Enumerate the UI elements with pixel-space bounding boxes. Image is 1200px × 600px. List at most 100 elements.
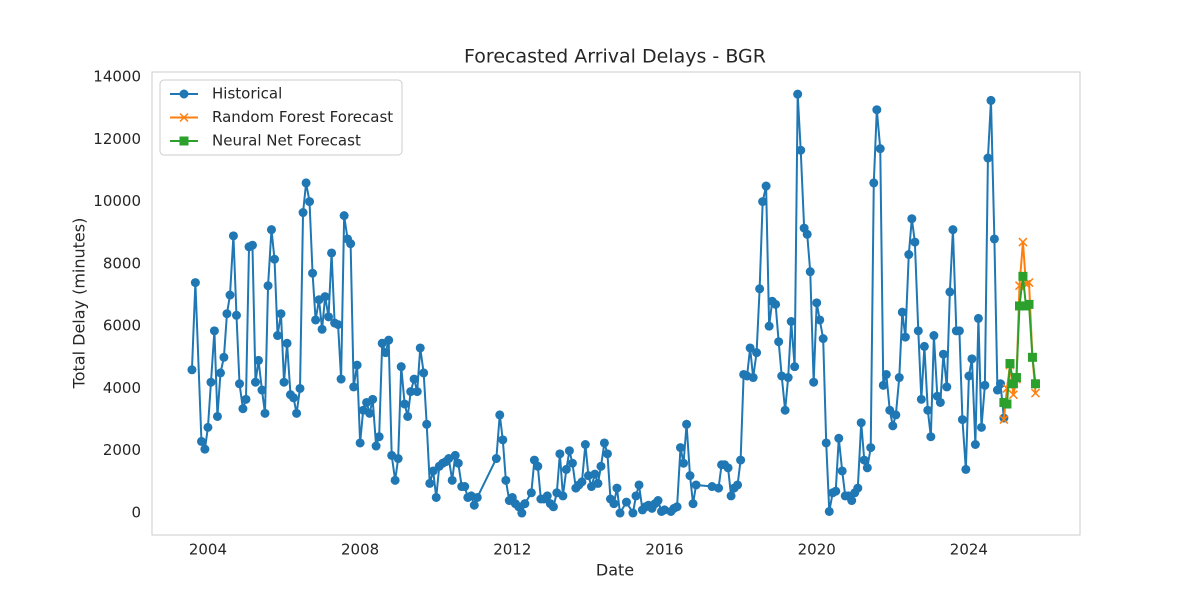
marker — [758, 197, 768, 207]
marker — [352, 360, 362, 370]
x-tick-label: 2008 — [341, 541, 379, 559]
marker — [282, 338, 292, 348]
y-tick-label: 14000 — [93, 68, 141, 86]
marker — [621, 497, 631, 507]
marker — [856, 418, 866, 428]
marker — [853, 483, 863, 493]
marker — [995, 379, 1005, 389]
marker — [222, 309, 232, 319]
marker — [745, 343, 755, 353]
marker — [736, 455, 746, 465]
marker — [260, 408, 270, 418]
marker — [612, 483, 622, 493]
marker — [964, 371, 974, 381]
marker — [225, 290, 235, 300]
marker — [396, 362, 406, 372]
marker — [241, 394, 251, 404]
marker — [888, 421, 898, 431]
marker — [548, 502, 558, 512]
marker — [780, 405, 790, 415]
marker — [368, 394, 378, 404]
marker — [970, 440, 980, 450]
marker — [425, 478, 435, 488]
x-axis-label: Date — [596, 561, 634, 580]
marker — [599, 438, 609, 448]
marker — [228, 231, 238, 241]
marker — [786, 316, 796, 326]
marker — [774, 337, 784, 347]
marker — [682, 419, 692, 429]
legend-label: Random Forest Forecast — [212, 108, 393, 126]
marker — [498, 435, 508, 445]
marker — [491, 454, 501, 464]
marker — [179, 89, 189, 99]
marker — [390, 475, 400, 485]
marker — [419, 368, 429, 378]
marker — [910, 237, 920, 247]
marker — [824, 506, 834, 516]
marker — [409, 374, 419, 384]
marker — [301, 178, 311, 188]
marker — [289, 393, 299, 403]
y-tick-label: 4000 — [103, 379, 141, 397]
marker — [881, 369, 891, 379]
marker — [450, 450, 460, 460]
y-tick-label: 2000 — [103, 441, 141, 459]
marker — [403, 411, 413, 421]
marker — [885, 405, 895, 415]
marker — [209, 326, 219, 336]
marker — [948, 225, 958, 235]
marker — [907, 214, 917, 224]
marker — [752, 348, 762, 358]
marker — [460, 482, 470, 492]
marker — [422, 419, 432, 429]
marker — [748, 373, 758, 383]
marker — [179, 112, 189, 123]
marker — [371, 441, 381, 451]
marker — [805, 267, 815, 277]
marker — [215, 368, 225, 378]
marker — [250, 377, 260, 387]
marker — [374, 432, 384, 442]
marker — [989, 234, 999, 244]
marker — [986, 95, 996, 105]
marker — [929, 331, 939, 341]
marker — [961, 464, 971, 474]
marker — [196, 436, 206, 446]
marker — [945, 287, 955, 297]
marker — [942, 382, 952, 392]
marker — [447, 475, 457, 485]
marker — [634, 480, 644, 490]
marker — [273, 331, 283, 341]
y-tick-label: 12000 — [93, 130, 141, 148]
marker — [1018, 271, 1028, 281]
marker — [311, 315, 321, 325]
marker — [235, 379, 245, 389]
marker — [916, 394, 926, 404]
marker — [355, 438, 365, 448]
marker — [764, 321, 774, 331]
marker — [872, 105, 882, 115]
marker — [609, 499, 619, 509]
marker — [818, 334, 828, 344]
marker — [219, 352, 229, 362]
marker — [1027, 352, 1037, 362]
plot-frame — [151, 71, 1081, 536]
marker — [1030, 388, 1041, 398]
marker — [1008, 379, 1018, 389]
marker — [679, 458, 689, 468]
marker — [555, 449, 565, 459]
series-line — [190, 94, 1005, 517]
marker — [324, 312, 334, 322]
x-tick-label: 2016 — [645, 541, 683, 559]
legend-label: Neural Net Forecast — [212, 132, 361, 150]
marker — [590, 469, 600, 479]
marker — [894, 373, 904, 383]
marker — [834, 433, 844, 443]
marker — [926, 432, 936, 442]
marker — [238, 404, 248, 414]
marker — [919, 341, 929, 351]
marker — [783, 373, 793, 383]
